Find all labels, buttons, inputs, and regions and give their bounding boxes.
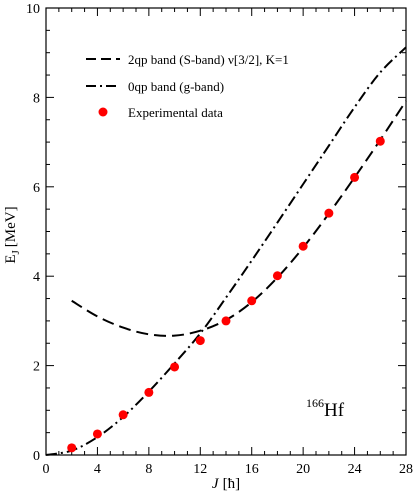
x-tick-label: 12 xyxy=(193,462,207,477)
y-axis-unit: [MeV] xyxy=(3,206,19,247)
legend-label-s-band: 2qp band (S-band) ν[3/2], K=1 xyxy=(128,52,289,67)
plot-curves xyxy=(45,46,407,456)
experimental-point xyxy=(92,429,102,439)
x-tick-label: 20 xyxy=(296,462,310,477)
experimental-point xyxy=(144,387,154,397)
y-tick-label: 6 xyxy=(33,181,40,196)
x-axis-symbol: J xyxy=(212,476,220,492)
y-tick-label: 10 xyxy=(26,2,40,17)
x-axis-label: J [ħ] xyxy=(212,476,240,492)
experimental-point xyxy=(221,316,231,326)
experimental-point xyxy=(195,336,205,346)
experimental-point xyxy=(272,271,282,281)
legend-label-experimental: Experimental data xyxy=(128,105,223,120)
experimental-point xyxy=(67,443,77,453)
experimental-point xyxy=(350,172,360,182)
experimental-point xyxy=(298,241,308,251)
y-axis-label: EJ [MeV] xyxy=(3,206,22,263)
experimental-markers xyxy=(67,136,385,453)
y-tick-label: 2 xyxy=(33,360,40,375)
s-band-curve xyxy=(71,100,407,337)
x-tick-label: 8 xyxy=(145,462,152,477)
x-tick-label: 28 xyxy=(399,462,413,477)
y-tick-label: 8 xyxy=(33,91,40,106)
legend-swatch-experimental xyxy=(98,107,108,117)
x-tick-label: 16 xyxy=(245,462,259,477)
experimental-point xyxy=(375,136,385,146)
experimental-point xyxy=(170,362,180,372)
y-tick-label: 0 xyxy=(33,449,40,464)
plot-frame xyxy=(45,7,407,456)
x-axis-unit: [ħ] xyxy=(223,476,241,492)
nucleus-annotation: 166Hf xyxy=(306,396,345,421)
legend-label-g-band: 0qp band (g-band) xyxy=(128,79,224,94)
legend: 2qp band (S-band) ν[3/2], K=1 0qp band (… xyxy=(86,52,289,120)
x-tick-label: 0 xyxy=(43,462,50,477)
x-tick-label: 24 xyxy=(348,462,362,477)
g-band-curve xyxy=(45,46,407,456)
nucleus-element: Hf xyxy=(324,400,345,421)
experimental-point xyxy=(324,208,334,218)
experimental-point xyxy=(247,296,257,306)
y-axis-subscript: J xyxy=(10,249,22,254)
y-axis-symbol: E xyxy=(3,254,19,263)
experimental-point xyxy=(118,410,128,420)
y-tick-label: 4 xyxy=(33,270,40,285)
x-tick-label: 4 xyxy=(94,462,101,477)
nucleus-mass-number: 166 xyxy=(306,396,324,410)
